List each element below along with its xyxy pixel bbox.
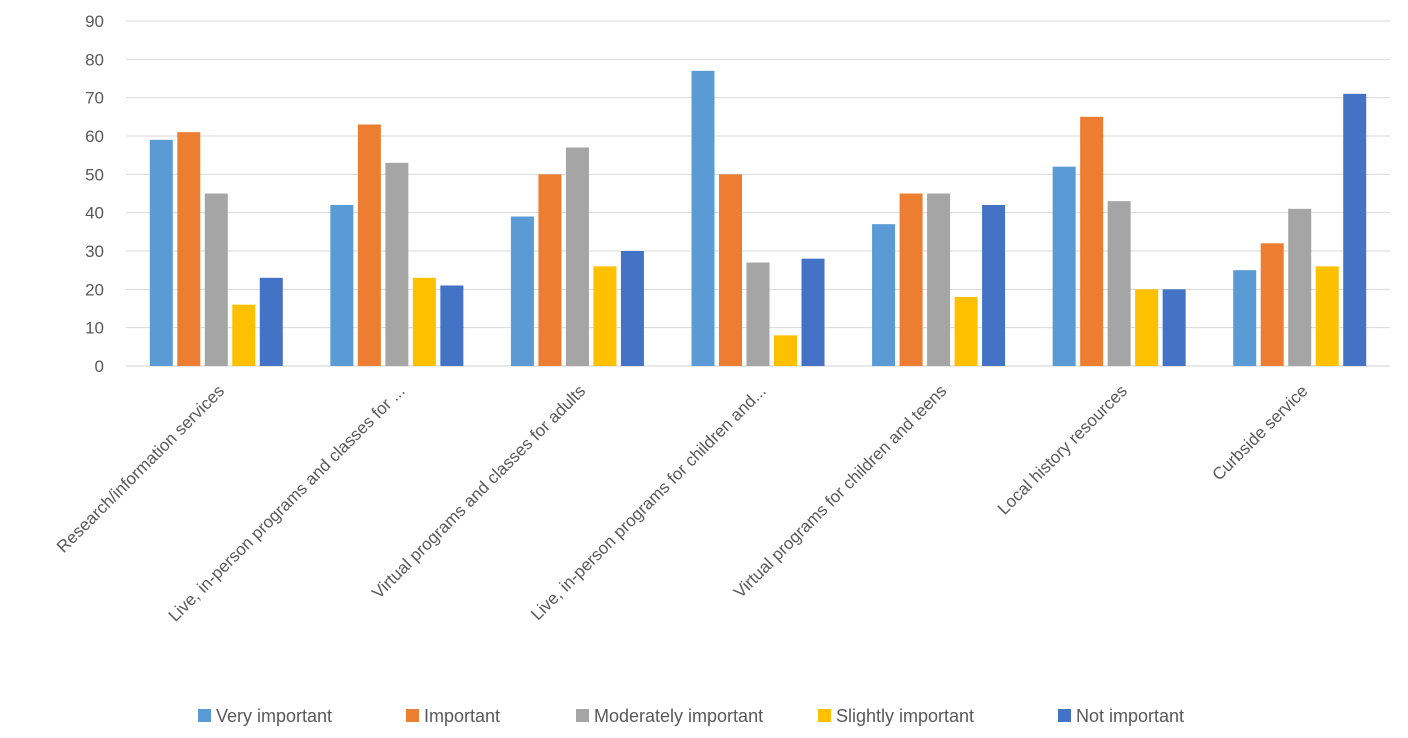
- y-tick-label: 30: [85, 242, 104, 261]
- bar-not-important: [620, 251, 644, 366]
- legend-label: Moderately important: [594, 706, 763, 726]
- bar-slightly-important: [1135, 289, 1159, 366]
- y-tick-label: 40: [85, 204, 104, 223]
- bar-very-important: [330, 205, 354, 366]
- bar-important: [1080, 116, 1104, 366]
- legend-swatch: [576, 709, 589, 722]
- bar-slightly-important: [412, 277, 436, 366]
- bar-important: [357, 124, 381, 366]
- bar-very-important: [1052, 166, 1076, 366]
- bar-slightly-important: [774, 335, 797, 366]
- legend-swatch: [1058, 709, 1071, 722]
- legend-swatch: [818, 709, 831, 722]
- bar-not-important: [801, 258, 825, 366]
- x-category-label: Virtual programs for children and teens: [730, 381, 950, 601]
- bar-very-important: [691, 70, 715, 366]
- x-category-label: Local history resources: [994, 381, 1131, 518]
- bar-moderately-important: [565, 147, 589, 366]
- bar-very-important: [510, 216, 534, 366]
- bar-not-important: [1162, 289, 1186, 366]
- bar-slightly-important: [954, 297, 978, 366]
- bar-moderately-important: [1107, 201, 1131, 366]
- bar-moderately-important: [204, 193, 228, 366]
- y-tick-label: 70: [85, 89, 104, 108]
- bar-important: [899, 193, 923, 366]
- y-tick-label: 90: [85, 12, 104, 31]
- bar-very-important: [1233, 270, 1257, 366]
- legend-label: Very important: [216, 706, 332, 726]
- bar-slightly-important: [232, 304, 256, 366]
- bar-very-important: [149, 139, 173, 366]
- bars: [149, 70, 1367, 366]
- bar-moderately-important: [385, 162, 409, 366]
- bar-important: [1260, 243, 1284, 366]
- x-category-label: Virtual programs and classes for adults: [368, 381, 589, 602]
- legend-swatch: [406, 709, 419, 722]
- bar-important: [538, 174, 562, 366]
- bar-slightly-important: [1315, 266, 1339, 366]
- bar-important: [177, 132, 201, 366]
- y-tick-label: 50: [85, 165, 104, 184]
- bar-important: [719, 174, 742, 366]
- legend: Very important Important Moderately import…: [198, 706, 1184, 726]
- y-axis-tick-labels: 0 10 20 30 40 50 60 70 80 90: [85, 12, 104, 376]
- legend-label: Not important: [1076, 706, 1184, 726]
- bar-not-important: [982, 205, 1006, 366]
- bar-very-important: [872, 224, 896, 366]
- bar-moderately-important: [746, 262, 770, 366]
- y-tick-label: 10: [85, 319, 104, 338]
- bar-not-important: [1343, 93, 1367, 366]
- bar-not-important: [259, 277, 283, 366]
- bar-not-important: [440, 285, 464, 366]
- legend-label: Important: [424, 706, 500, 726]
- y-tick-label: 0: [95, 357, 104, 376]
- y-tick-label: 80: [85, 50, 104, 69]
- x-category-label: Curbside service: [1209, 381, 1312, 484]
- y-tick-label: 60: [85, 127, 104, 146]
- y-tick-label: 20: [85, 280, 104, 299]
- legend-swatch: [198, 709, 211, 722]
- bar-slightly-important: [593, 266, 617, 366]
- x-category-label: Research/information services: [53, 381, 228, 556]
- legend-label: Slightly important: [836, 706, 974, 726]
- bar-moderately-important: [1288, 208, 1312, 366]
- bar-moderately-important: [927, 193, 951, 366]
